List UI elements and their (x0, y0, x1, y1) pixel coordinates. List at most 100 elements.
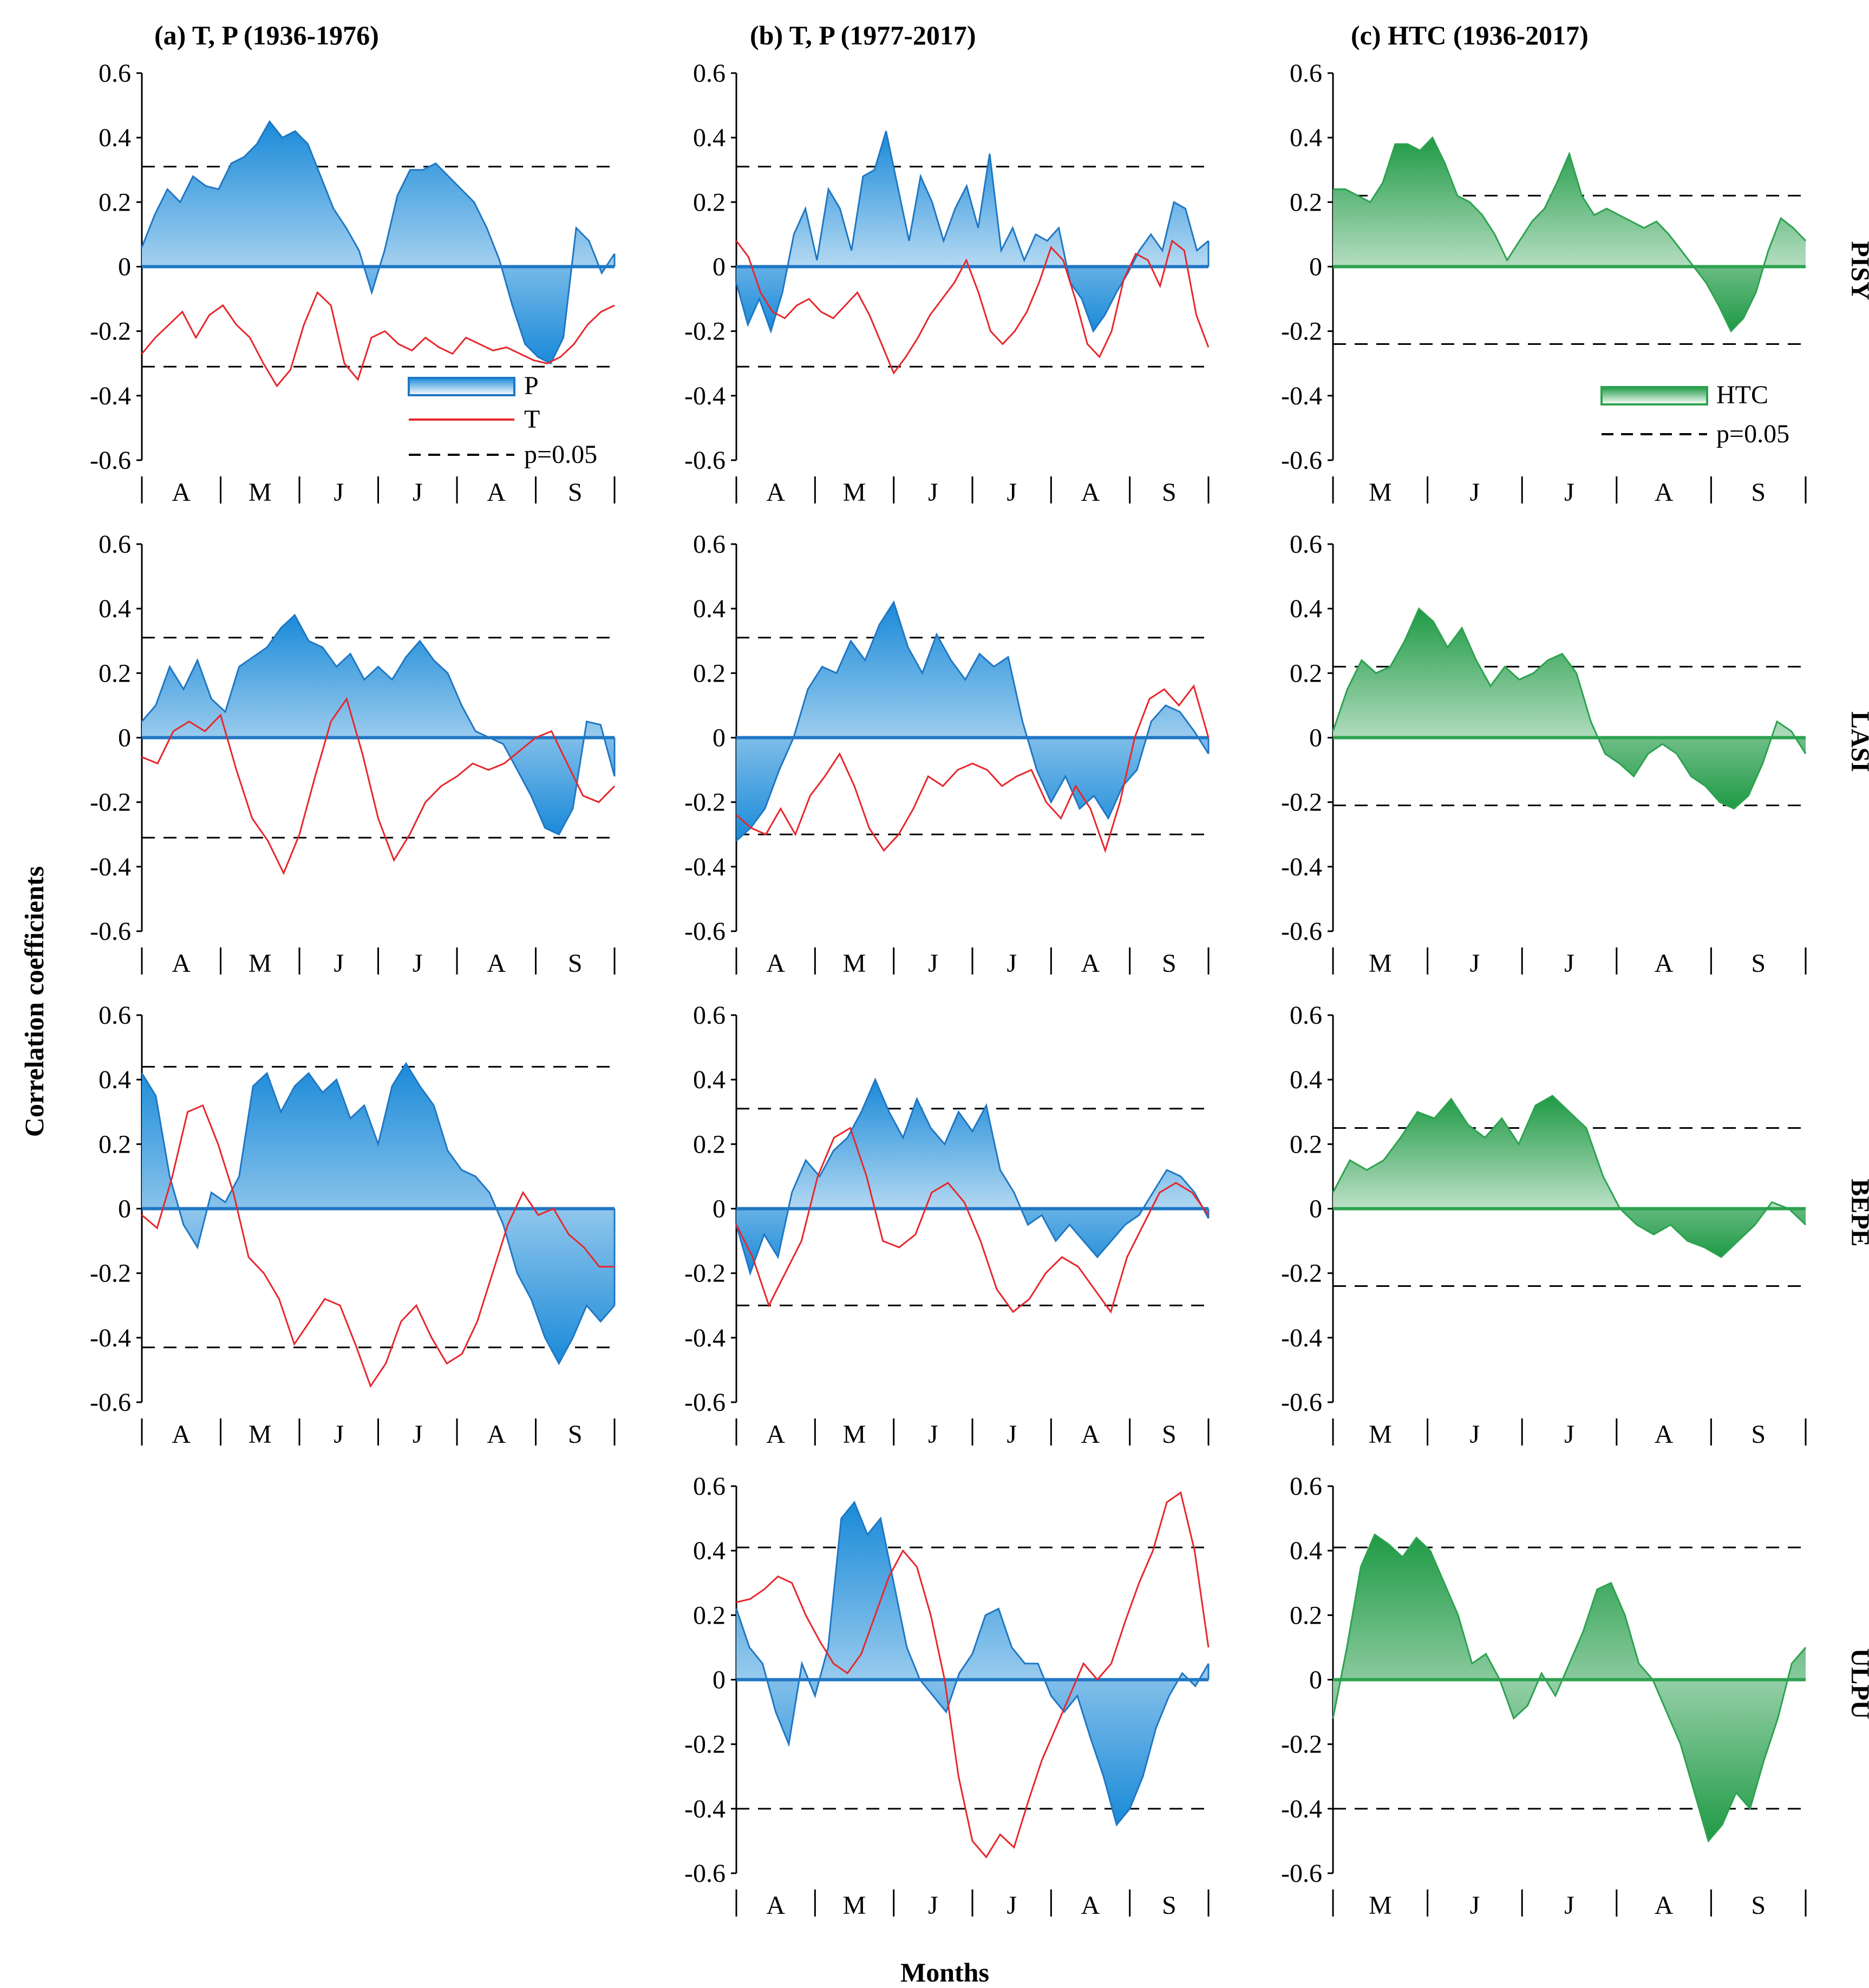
y-tick-label: 0.4 (99, 123, 131, 152)
y-tick-label: -0.2 (684, 317, 726, 346)
y-tick-label: -0.4 (684, 1324, 726, 1352)
y-tick-label: -0.4 (684, 853, 726, 881)
month-label: M (249, 949, 272, 978)
month-label: S (1162, 1420, 1177, 1449)
month-label: J (1007, 1891, 1017, 1920)
y-tick-label: 0.4 (99, 1065, 131, 1094)
y-tick-label: 0.4 (693, 1065, 726, 1094)
month-label: A (1655, 949, 1674, 978)
y-tick-label: 0 (118, 253, 131, 282)
column-title-b: (b) T, P (1977-2017) (750, 20, 976, 50)
month-label: J (1007, 478, 1017, 507)
month-label: J (413, 1420, 423, 1449)
y-tick-label: -0.6 (1281, 1388, 1322, 1417)
panel-c-PISY: 0.6 0.4 0.2 0 -0.2 -0.4 -0.6 M J J A S (1281, 59, 1807, 507)
area-positive-p (142, 1063, 615, 1209)
y-axis-title: Correlation coefficients (19, 866, 49, 1137)
month-label: A (172, 478, 191, 507)
month-label: J (1564, 1420, 1574, 1449)
y-tick-label: 0.4 (99, 594, 131, 623)
legend-precip-label: P (524, 371, 539, 400)
month-label: J (1470, 478, 1480, 507)
month-label: A (1655, 1891, 1674, 1920)
series-line-t (141, 697, 616, 875)
legend-sig-label: p=0.05 (524, 440, 597, 469)
y-tick-label: 0.2 (1290, 659, 1322, 688)
month-label: A (487, 478, 506, 507)
y-tick-label: -0.4 (90, 1324, 131, 1352)
y-tick-label: -0.2 (1281, 788, 1322, 817)
area-negative-p (736, 1679, 1208, 1825)
month-label: J (334, 949, 344, 978)
y-tick-label: 0.2 (693, 659, 726, 688)
month-label: J (1470, 1420, 1480, 1449)
y-tick-label: -0.2 (1281, 1730, 1322, 1759)
y-tick-label: -0.6 (684, 1388, 726, 1417)
area-negative-htc (1333, 1679, 1806, 1841)
y-tick-label: -0.6 (1281, 1859, 1322, 1888)
area-negative-p (736, 1208, 1208, 1273)
series-line-htc (1332, 1533, 1807, 1843)
month-label: S (1162, 949, 1177, 978)
month-label: A (1081, 1891, 1100, 1920)
month-label: A (487, 949, 506, 978)
y-tick-label: 0 (118, 724, 131, 753)
area-positive-p (142, 121, 615, 267)
series-line-t (736, 684, 1210, 853)
legend-htc-label: HTC (1716, 381, 1768, 409)
area-positive-htc (1333, 1534, 1806, 1680)
month-label: A (1081, 478, 1100, 507)
area-negative-p (736, 266, 1208, 331)
legend-temperature-precipitation: P T p=0.05 (408, 371, 597, 469)
month-label: A (1081, 949, 1100, 978)
month-label: M (249, 478, 272, 507)
series-line-htc (1332, 1095, 1807, 1258)
y-tick-label: -0.2 (684, 1259, 726, 1288)
month-label: M (843, 478, 866, 507)
panel-b-BEPE: 0.6 0.4 0.2 0 -0.2 -0.4 -0.6 A M J J A S (684, 1001, 1210, 1449)
month-label: J (1470, 949, 1480, 978)
month-label: A (1655, 478, 1674, 507)
y-tick-label: -0.6 (90, 1388, 131, 1417)
panel-c-LASI: 0.6 0.4 0.2 0 -0.2 -0.4 -0.6 M J J A S (1281, 530, 1807, 978)
y-tick-label: 0.4 (693, 594, 726, 623)
month-label: A (1655, 1420, 1674, 1449)
x-axis-title: Months (900, 1957, 989, 1987)
month-label: J (928, 1420, 938, 1449)
y-tick-label: 0.4 (693, 123, 726, 152)
y-tick-label: 0.2 (1290, 1601, 1322, 1630)
series-line-p (735, 1500, 1210, 1827)
panel-b-LASI: 0.6 0.4 0.2 0 -0.2 -0.4 -0.6 A M J J A S (684, 530, 1210, 978)
panel-b-ULPU: 0.6 0.4 0.2 0 -0.2 -0.4 -0.6 A M J J A S (684, 1472, 1210, 1920)
y-tick-label: -0.2 (90, 1259, 131, 1288)
y-tick-label: 0.2 (693, 188, 726, 217)
y-tick-label: 0.4 (693, 1536, 726, 1565)
month-label: M (249, 1420, 272, 1449)
y-tick-label: -0.4 (90, 382, 131, 410)
y-tick-label: 0.2 (693, 1601, 726, 1630)
y-tick-label: -0.2 (90, 317, 131, 346)
y-tick-label: -0.2 (684, 1730, 726, 1759)
month-label: J (1564, 1891, 1574, 1920)
y-tick-label: 0.2 (693, 1130, 726, 1159)
y-tick-label: 0.2 (1290, 188, 1322, 217)
area-negative-htc (1333, 1208, 1806, 1257)
y-tick-label: 0.4 (1290, 1065, 1322, 1094)
legend-htc-sig-label: p=0.05 (1716, 420, 1789, 448)
y-tick-label: 0.6 (1290, 1472, 1322, 1501)
area-positive-htc (1333, 138, 1806, 267)
month-label: A (766, 1891, 785, 1920)
month-label: M (843, 1891, 866, 1920)
month-label: A (766, 478, 785, 507)
y-tick-label: 0 (1309, 253, 1322, 282)
row-label-pisy: PISY (1846, 241, 1869, 300)
y-tick-label: 0.4 (1290, 123, 1322, 152)
month-label: M (1369, 949, 1392, 978)
y-tick-label: 0.6 (1290, 1001, 1322, 1030)
area-positive-p (142, 615, 615, 738)
month-label: J (1007, 1420, 1017, 1449)
y-tick-label: 0 (1309, 1666, 1322, 1695)
row-label-ulpu: ULPU (1846, 1649, 1869, 1719)
y-tick-label: -0.6 (684, 446, 726, 475)
y-tick-label: 0.2 (1290, 1130, 1322, 1159)
